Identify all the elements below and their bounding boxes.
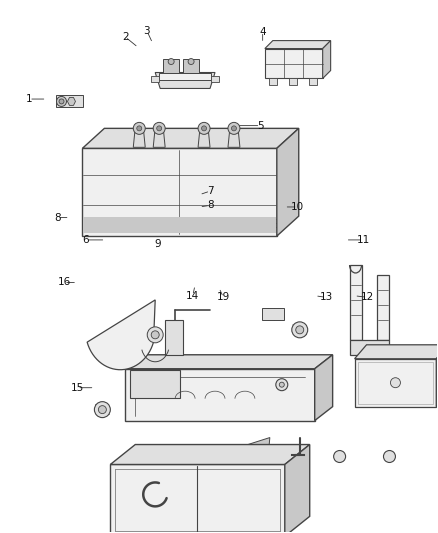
Polygon shape	[82, 128, 299, 148]
Polygon shape	[110, 445, 310, 464]
Circle shape	[188, 59, 194, 64]
Text: 13: 13	[319, 292, 332, 302]
Bar	[165, 320, 183, 355]
Circle shape	[292, 322, 308, 338]
Polygon shape	[125, 369, 314, 421]
Polygon shape	[133, 127, 145, 147]
Circle shape	[137, 126, 142, 131]
Polygon shape	[67, 98, 75, 106]
Text: 12: 12	[361, 292, 374, 302]
Polygon shape	[125, 355, 332, 369]
Circle shape	[334, 450, 346, 463]
Circle shape	[153, 123, 165, 134]
Bar	[262, 308, 284, 320]
Polygon shape	[314, 355, 332, 421]
Polygon shape	[265, 41, 331, 49]
Circle shape	[201, 126, 207, 131]
Text: 5: 5	[257, 120, 264, 131]
Circle shape	[390, 378, 400, 387]
Circle shape	[157, 126, 162, 131]
Text: 11: 11	[357, 235, 370, 245]
Circle shape	[168, 59, 174, 64]
Circle shape	[147, 327, 163, 343]
Polygon shape	[82, 148, 277, 236]
Polygon shape	[285, 445, 310, 533]
Circle shape	[231, 126, 237, 131]
Text: 8: 8	[54, 213, 61, 223]
Bar	[130, 370, 180, 398]
Polygon shape	[110, 464, 285, 533]
Polygon shape	[355, 359, 436, 407]
Text: 16: 16	[57, 278, 71, 287]
Circle shape	[279, 382, 284, 387]
Polygon shape	[198, 127, 210, 147]
Polygon shape	[355, 345, 438, 359]
Circle shape	[59, 99, 64, 104]
Circle shape	[151, 331, 159, 339]
Bar	[211, 77, 219, 83]
Bar	[357, 362, 433, 403]
Bar	[151, 77, 159, 83]
Polygon shape	[323, 41, 331, 78]
Text: 2: 2	[122, 32, 128, 42]
Bar	[56, 95, 83, 108]
Polygon shape	[436, 345, 438, 407]
Polygon shape	[265, 49, 323, 78]
Circle shape	[276, 379, 288, 391]
Bar	[183, 59, 199, 72]
Text: 15: 15	[71, 383, 84, 393]
Polygon shape	[277, 128, 299, 236]
Text: 1: 1	[26, 94, 32, 104]
Text: 9: 9	[155, 239, 161, 249]
Polygon shape	[350, 265, 361, 340]
Text: 3: 3	[144, 26, 150, 36]
Circle shape	[95, 402, 110, 417]
Circle shape	[228, 123, 240, 134]
Text: 19: 19	[217, 292, 230, 302]
Text: 4: 4	[259, 27, 266, 37]
Bar	[289, 78, 297, 85]
Circle shape	[384, 450, 396, 463]
Circle shape	[133, 123, 145, 134]
Polygon shape	[228, 127, 240, 147]
Text: 6: 6	[82, 235, 89, 245]
Text: 14: 14	[186, 290, 199, 301]
Circle shape	[99, 406, 106, 414]
Text: 7: 7	[207, 186, 214, 196]
Polygon shape	[350, 340, 389, 355]
Bar	[83, 217, 276, 232]
Polygon shape	[378, 275, 389, 340]
Polygon shape	[87, 300, 155, 370]
Polygon shape	[155, 72, 215, 88]
Circle shape	[57, 96, 67, 107]
Circle shape	[296, 326, 304, 334]
Polygon shape	[153, 127, 165, 147]
Bar	[309, 78, 317, 85]
Text: 10: 10	[291, 202, 304, 212]
Bar	[159, 72, 211, 80]
Polygon shape	[245, 438, 270, 459]
Circle shape	[198, 123, 210, 134]
Bar	[269, 78, 277, 85]
Bar	[163, 59, 179, 72]
Text: 8: 8	[207, 200, 214, 211]
